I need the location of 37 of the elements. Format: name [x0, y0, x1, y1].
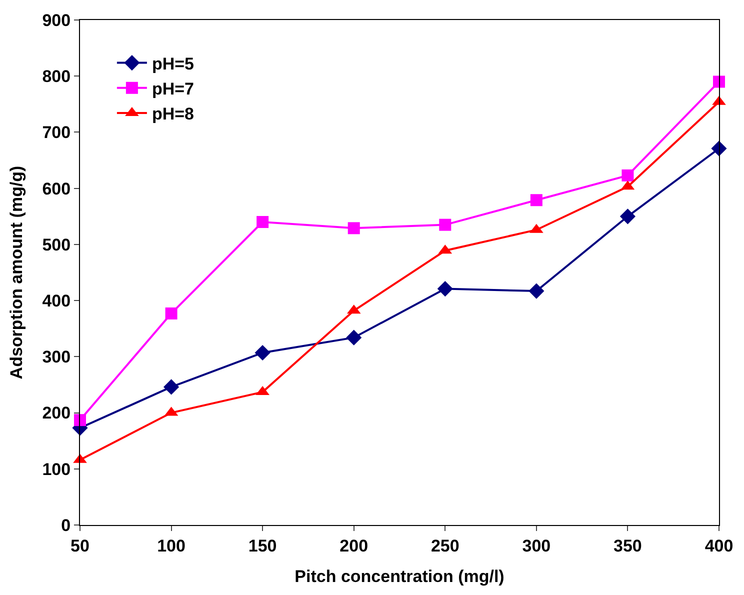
point	[348, 222, 360, 234]
point	[163, 379, 180, 395]
x-tick-label: 200	[340, 536, 368, 556]
point	[437, 280, 453, 297]
y-tick-label: 300	[42, 348, 71, 367]
point	[165, 307, 178, 320]
y-tick-label: 600	[42, 179, 71, 198]
x-tick-label: 250	[430, 536, 460, 556]
point	[346, 330, 362, 346]
point	[622, 169, 634, 182]
legend-label: pH=5	[152, 54, 194, 74]
point	[256, 216, 269, 228]
x-tick-label: 100	[157, 536, 186, 556]
point	[74, 414, 86, 426]
point	[620, 208, 636, 224]
point	[439, 218, 452, 231]
point	[713, 76, 725, 88]
x-tick-label: 150	[248, 536, 277, 556]
legend-label: pH=8	[152, 104, 194, 124]
y-tick-label: 700	[42, 123, 71, 142]
y-tick-label: 800	[42, 67, 71, 86]
x-tick-label: 50	[70, 536, 90, 556]
x-axis-title: Pitch concentration (mg/l)	[294, 566, 504, 586]
point	[528, 283, 544, 299]
y-tick-label: 100	[42, 460, 71, 479]
y-tick-label: 200	[42, 404, 71, 423]
y-tick-label: 900	[42, 10, 71, 30]
legend-label: pH=7	[152, 80, 194, 99]
y-tick-label: 400	[42, 292, 71, 311]
y-tick-label: 500	[42, 235, 71, 254]
point	[530, 194, 542, 206]
x-tick-label: 400	[704, 536, 734, 556]
x-tick-label: 350	[614, 536, 642, 556]
point	[254, 344, 270, 361]
x-tick-label: 300	[522, 536, 551, 556]
y-tick-label: 0	[61, 516, 71, 535]
y-axis-title: Adsorption amount (mg/g)	[6, 166, 26, 380]
